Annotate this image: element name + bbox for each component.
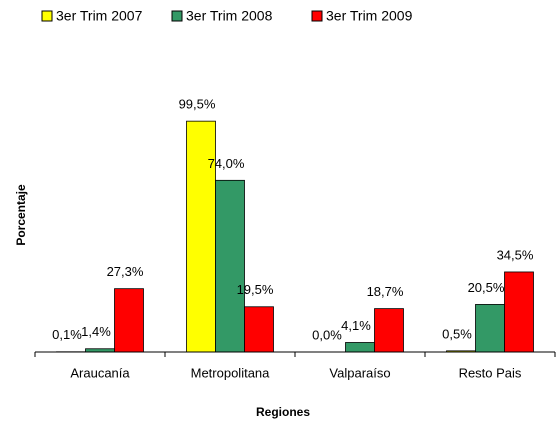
data-label: 0,5% (442, 326, 472, 341)
x-axis-label: Regiones (256, 405, 310, 419)
legend-swatch (41, 10, 53, 22)
data-label: 4,1% (341, 318, 371, 333)
data-label: 99,5% (179, 97, 216, 112)
data-label: 0,0% (312, 327, 342, 342)
legend-label: 3er Trim 2008 (186, 8, 273, 24)
legend-label: 3er Trim 2009 (326, 8, 413, 24)
data-label: 19,5% (237, 282, 274, 297)
data-label: 34,5% (497, 247, 534, 262)
legend-swatch (311, 10, 323, 22)
y-axis-label: Porcentaje (14, 184, 28, 246)
bar (114, 288, 144, 353)
data-label: 74,0% (208, 156, 245, 171)
data-label: 27,3% (107, 264, 144, 279)
bar (186, 120, 216, 353)
bar (345, 342, 375, 353)
x-tick-label: Araucanía (70, 365, 130, 380)
x-tick-label: Metropolitana (191, 365, 271, 380)
bar (244, 306, 274, 353)
bar (215, 179, 245, 353)
x-tick-label: Resto Pais (459, 365, 522, 380)
data-label: 20,5% (468, 280, 505, 295)
data-label: 18,7% (367, 284, 404, 299)
bar (374, 308, 404, 353)
data-label: 1,4% (81, 324, 111, 339)
data-label: 0,1% (52, 327, 82, 342)
bar (475, 304, 505, 353)
legend-swatch (171, 10, 183, 22)
x-tick-label: Valparaíso (329, 365, 390, 380)
legend-label: 3er Trim 2007 (56, 8, 143, 24)
bar (504, 271, 534, 353)
